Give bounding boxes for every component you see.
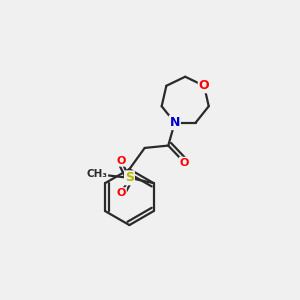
Text: O: O <box>116 188 126 198</box>
Text: N: N <box>169 116 180 129</box>
Text: S: S <box>125 171 134 184</box>
Text: O: O <box>180 158 189 168</box>
Text: O: O <box>116 156 126 166</box>
Text: O: O <box>199 79 209 92</box>
Text: CH₃: CH₃ <box>87 169 108 179</box>
